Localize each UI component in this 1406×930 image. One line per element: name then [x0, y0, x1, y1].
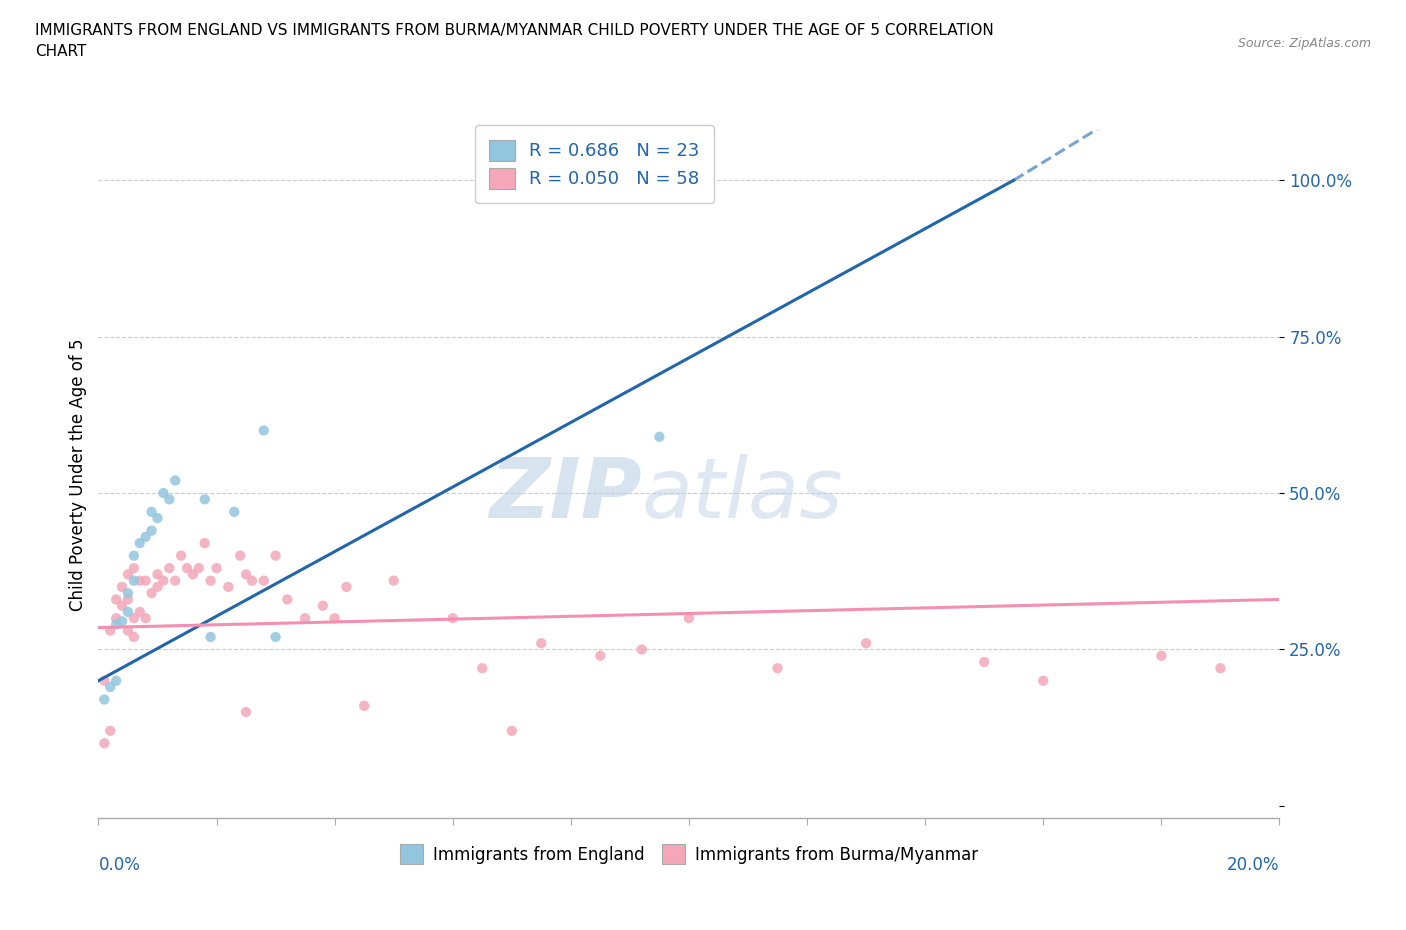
Point: [294, 611, 316, 626]
Point: [530, 636, 553, 651]
Point: [194, 492, 217, 507]
Point: [165, 473, 187, 488]
Point: [146, 511, 169, 525]
Point: [323, 611, 346, 626]
Point: [501, 724, 523, 738]
Point: [648, 430, 671, 445]
Text: atlas: atlas: [641, 455, 844, 536]
Point: [105, 592, 128, 607]
Point: [170, 548, 193, 563]
Point: [128, 604, 150, 619]
Point: [117, 623, 139, 638]
Point: [589, 648, 612, 663]
Point: [229, 548, 252, 563]
Point: [235, 705, 257, 720]
Point: [165, 573, 187, 588]
Point: [105, 673, 128, 688]
Point: [128, 536, 150, 551]
Point: [187, 561, 209, 576]
Point: [105, 617, 128, 631]
Point: [117, 604, 139, 619]
Point: [1209, 661, 1232, 676]
Legend: Immigrants from England, Immigrants from Burma/Myanmar: Immigrants from England, Immigrants from…: [391, 836, 987, 872]
Text: 0.0%: 0.0%: [98, 857, 141, 874]
Point: [152, 573, 174, 588]
Point: [111, 614, 134, 629]
Point: [240, 573, 263, 588]
Point: [146, 567, 169, 582]
Point: [117, 567, 139, 582]
Point: [122, 630, 145, 644]
Point: [276, 592, 298, 607]
Point: [312, 598, 335, 613]
Point: [200, 573, 222, 588]
Text: ZIP: ZIP: [489, 455, 641, 536]
Point: [253, 423, 276, 438]
Y-axis label: Child Poverty Under the Age of 5: Child Poverty Under the Age of 5: [69, 338, 87, 611]
Point: [122, 611, 145, 626]
Point: [117, 586, 139, 601]
Point: [105, 611, 128, 626]
Point: [122, 548, 145, 563]
Point: [973, 655, 995, 670]
Point: [122, 561, 145, 576]
Point: [98, 623, 121, 638]
Text: IMMIGRANTS FROM ENGLAND VS IMMIGRANTS FROM BURMA/MYANMAR CHILD POVERTY UNDER THE: IMMIGRANTS FROM ENGLAND VS IMMIGRANTS FR…: [35, 23, 994, 60]
Point: [135, 529, 157, 544]
Point: [157, 492, 180, 507]
Point: [471, 661, 494, 676]
Point: [141, 524, 163, 538]
Point: [98, 680, 121, 695]
Point: [855, 636, 877, 651]
Point: [93, 673, 115, 688]
Point: [264, 630, 287, 644]
Point: [157, 561, 180, 576]
Text: 20.0%: 20.0%: [1227, 857, 1279, 874]
Point: [152, 485, 174, 500]
Point: [217, 579, 239, 594]
Point: [382, 573, 405, 588]
Point: [176, 561, 198, 576]
Point: [98, 724, 121, 738]
Point: [1032, 673, 1054, 688]
Point: [141, 504, 163, 519]
Point: [264, 548, 287, 563]
Point: [253, 573, 276, 588]
Point: [181, 567, 204, 582]
Point: [224, 504, 246, 519]
Point: [93, 736, 115, 751]
Point: [678, 611, 700, 626]
Point: [122, 573, 145, 588]
Point: [200, 630, 222, 644]
Point: [766, 661, 789, 676]
Point: [135, 573, 157, 588]
Text: Source: ZipAtlas.com: Source: ZipAtlas.com: [1237, 37, 1371, 50]
Point: [146, 579, 169, 594]
Point: [441, 611, 464, 626]
Point: [1150, 648, 1173, 663]
Point: [128, 573, 150, 588]
Point: [630, 642, 652, 657]
Point: [205, 561, 228, 576]
Point: [111, 598, 134, 613]
Point: [93, 692, 115, 707]
Point: [194, 536, 217, 551]
Point: [335, 579, 357, 594]
Point: [353, 698, 375, 713]
Point: [141, 586, 163, 601]
Point: [117, 592, 139, 607]
Point: [135, 611, 157, 626]
Point: [235, 567, 257, 582]
Point: [111, 579, 134, 594]
